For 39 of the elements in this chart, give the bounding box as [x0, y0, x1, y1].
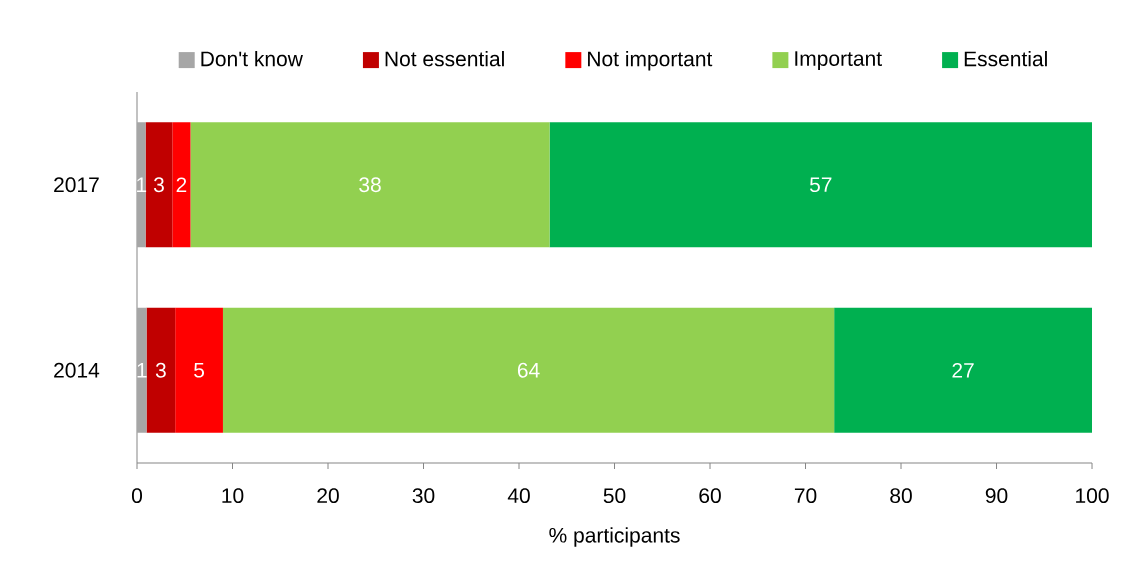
data-label: 64 [517, 362, 540, 378]
x-tick-label: 0 [131, 488, 143, 504]
x-tick-label: 20 [317, 488, 339, 504]
x-tick-label: 100 [1076, 488, 1109, 504]
data-label: 57 [809, 177, 832, 193]
x-tick-label: 10 [222, 488, 244, 504]
bar [222, 307, 835, 433]
data-label: 3 [153, 177, 164, 193]
bar [146, 307, 176, 433]
x-tick-label: 80 [890, 488, 912, 504]
bar [145, 122, 173, 248]
data-label: 1 [137, 363, 147, 378]
legend-label: Don't know [201, 50, 303, 67]
x-tick-label: 30 [412, 488, 435, 504]
bar [175, 307, 223, 433]
data-label: 2 [176, 177, 187, 193]
x-tick-label: 70 [794, 488, 817, 504]
bar [834, 307, 1093, 433]
x-tick-label: 60 [699, 488, 721, 504]
bar [549, 122, 1093, 248]
data-label: 3 [155, 362, 166, 378]
legend-label: Essential [964, 50, 1047, 67]
data-label: 27 [952, 362, 974, 378]
x-tick-label: 50 [603, 488, 626, 504]
legend-label: Important [795, 51, 882, 71]
x-axis-title: % participants [549, 527, 680, 547]
legend-label: Not important [588, 50, 713, 71]
y-tick-label: 2017 [54, 177, 99, 193]
x-tick-label: 90 [985, 488, 1008, 504]
bar [137, 307, 147, 433]
data-label: 5 [194, 362, 205, 378]
bar [190, 122, 550, 248]
y-tick-label: 2014 [54, 362, 100, 378]
bar [137, 122, 146, 248]
legend-label: Not essential [385, 50, 504, 67]
data-label: 38 [359, 177, 381, 193]
bar [172, 122, 191, 248]
x-tick-label: 40 [507, 488, 530, 504]
data-label: 1 [137, 177, 147, 192]
